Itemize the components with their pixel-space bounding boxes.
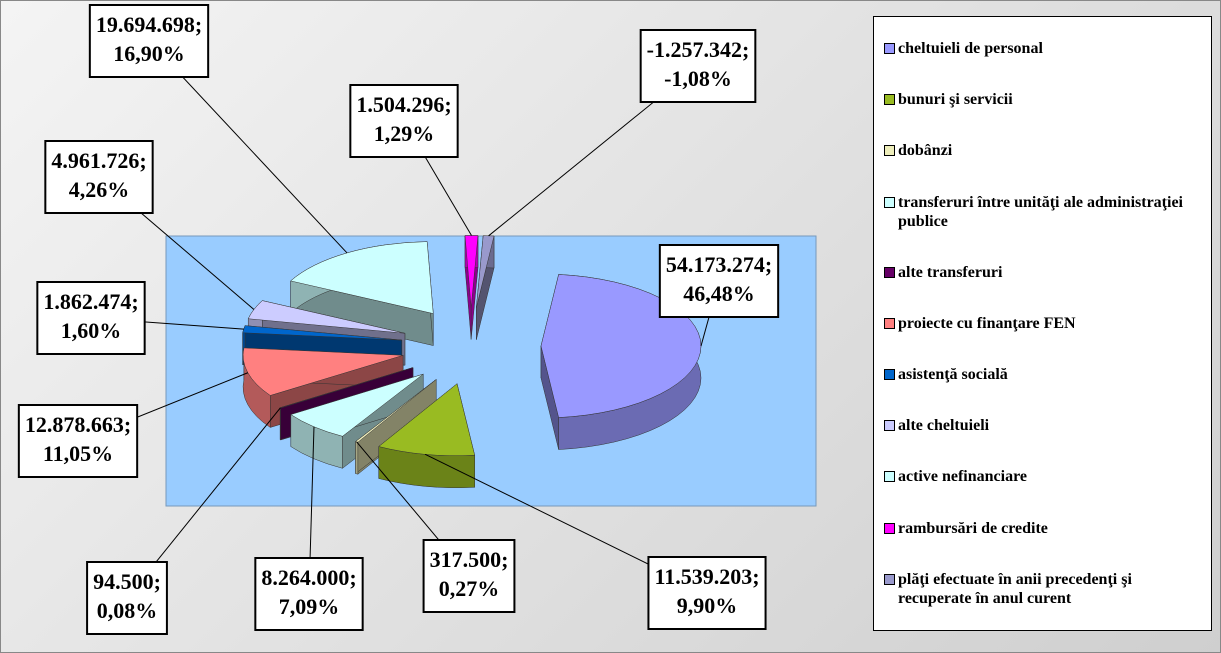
data-label: 0,27% <box>439 576 500 601</box>
legend-item: active nefinanciare <box>874 467 1211 486</box>
legend-item: plăţi efectuate în anii precedenţi şi re… <box>874 570 1211 608</box>
legend-swatch <box>884 471 895 483</box>
data-label: 11.539.203; <box>654 564 759 589</box>
data-label: 94.500; <box>93 569 161 594</box>
data-label: 19.694.698; <box>96 12 202 37</box>
legend-label: dobânzi <box>898 142 953 160</box>
data-label: 1.504.296; <box>356 92 451 117</box>
legend-item: dobânzi <box>874 141 1211 160</box>
data-label-box <box>658 244 780 318</box>
slice <box>247 300 405 334</box>
legend-swatch <box>884 522 895 534</box>
legend-swatch <box>884 266 895 278</box>
legend-item: rambursări de credite <box>874 519 1211 538</box>
legend-swatch <box>884 196 895 208</box>
legend-swatch <box>884 43 895 55</box>
slice <box>354 379 437 443</box>
slice-side <box>355 441 359 475</box>
data-label-box <box>422 539 516 613</box>
pie <box>242 235 702 488</box>
legend-swatch <box>884 94 895 106</box>
data-label: 1,29% <box>374 121 435 146</box>
legend-label: proiecte cu finanţare FEN <box>898 314 1076 332</box>
data-label: 7,09% <box>279 594 340 619</box>
data-label: 16,90% <box>113 41 185 66</box>
data-label: 1,60% <box>61 318 122 343</box>
data-label: -1,08% <box>664 66 732 91</box>
legend-item: proiecte cu finanţare FEN <box>874 314 1211 333</box>
legend-label: transferuri între unităţi ale administra… <box>898 193 1183 230</box>
legend-item: bunuri şi servicii <box>874 90 1211 109</box>
data-label-box <box>88 4 210 78</box>
data-label: 46,48% <box>683 281 755 306</box>
legend-swatch <box>884 145 895 157</box>
legend-label: rambursări de credite <box>898 519 1048 537</box>
legend-swatch <box>884 573 895 585</box>
legend-label: active nefinanciare <box>898 468 1028 486</box>
legend-label: alte cheltuieli <box>898 417 990 435</box>
legend-item: transferuri între unităţi ale administra… <box>874 193 1211 231</box>
legend-label: alte transferuri <box>898 263 1003 281</box>
data-label: 12.878.663; <box>25 412 131 437</box>
legend-item: alte cheltuieli <box>874 416 1211 435</box>
legend: cheltuieli de personal bunuri şi servicii… <box>873 16 1212 631</box>
legend-item: cheltuieli de personal <box>874 39 1211 58</box>
data-label: 0,08% <box>97 598 158 623</box>
data-label: 4,26% <box>69 177 130 202</box>
data-label-box <box>639 29 757 103</box>
data-label-box <box>254 557 364 631</box>
data-label-box <box>86 561 168 635</box>
legend-swatch <box>884 317 895 329</box>
legend-item: alte transferuri <box>874 263 1211 282</box>
data-label: 9,90% <box>677 593 738 618</box>
legend-label: asistenţă socială <box>898 366 1008 384</box>
data-label: 8.264.000; <box>261 565 356 590</box>
slice <box>378 383 476 456</box>
data-label-box <box>647 556 767 630</box>
data-label: 1.862.474; <box>43 289 138 314</box>
legend-label: bunuri şi servicii <box>898 91 1013 109</box>
slice <box>290 241 434 314</box>
legend-swatch <box>884 420 895 432</box>
legend-label: plăţi efectuate în anii precedenţi şi re… <box>898 570 1132 607</box>
data-label-box <box>36 281 146 355</box>
data-label-box <box>349 84 459 158</box>
slice <box>242 347 404 396</box>
data-label-box <box>17 404 139 478</box>
legend-item: asistenţă socială <box>874 365 1211 384</box>
legend-label: cheltuieli de personal <box>898 40 1043 58</box>
data-label: 317.500; <box>430 547 509 572</box>
data-label: 4.961.726; <box>51 148 146 173</box>
slice <box>290 373 424 437</box>
slice <box>464 235 479 308</box>
data-label: 54.173.274; <box>666 252 772 277</box>
data-label: 11,05% <box>43 441 113 466</box>
data-label: -1.257.342; <box>647 37 750 62</box>
legend-swatch <box>884 369 895 381</box>
data-label-box <box>44 140 154 214</box>
